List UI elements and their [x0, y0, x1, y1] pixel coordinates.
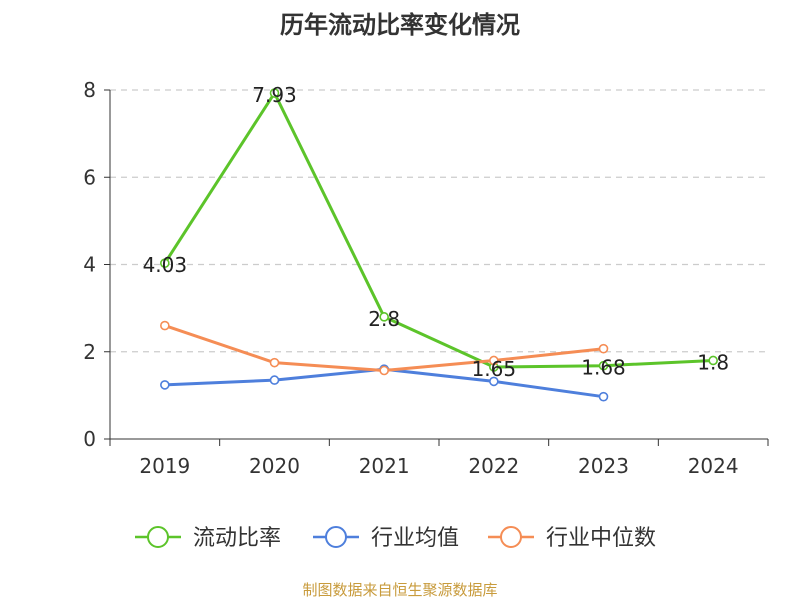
data-point[interactable] — [489, 376, 499, 387]
data-point[interactable] — [160, 320, 170, 331]
grid-lines — [110, 89, 768, 353]
data-label: 1.8 — [697, 350, 729, 374]
y-tick-label: 8 — [83, 78, 96, 102]
data-point[interactable] — [160, 380, 170, 390]
data-point[interactable] — [269, 88, 280, 98]
data-point[interactable] — [379, 312, 389, 322]
x-tick-label: 2021 — [359, 454, 410, 478]
y-tick-label: 4 — [83, 253, 96, 277]
x-tick-label: 2019 — [139, 454, 190, 478]
data-point[interactable] — [489, 355, 499, 366]
x-tick-label: 2020 — [249, 454, 300, 478]
y-tick-label: 0 — [83, 427, 96, 451]
data-point[interactable] — [598, 391, 609, 402]
data-labels: 4.03 7.93 2.8 1.65 1.68 1.8 — [143, 83, 730, 381]
x-tick-label: 2023 — [578, 454, 629, 478]
x-tick-label: 2024 — [688, 454, 739, 478]
data-label: 1.68 — [581, 356, 626, 380]
data-label: 2.8 — [368, 307, 400, 331]
data-label: 7.93 — [252, 83, 297, 107]
series-lines — [160, 88, 718, 402]
data-point[interactable] — [598, 343, 609, 354]
legend-marker-icon — [325, 526, 347, 548]
source-note: 制图数据来自恒生聚源数据库 — [302, 581, 497, 599]
data-point[interactable] — [269, 357, 280, 368]
data-point[interactable] — [379, 365, 389, 376]
legend-label: 行业中位数 — [546, 526, 656, 551]
legend-marker-icon — [147, 526, 169, 548]
legend-item[interactable]: 流动比率 — [135, 526, 281, 551]
data-point[interactable] — [708, 355, 718, 366]
x-tick-label: 2022 — [468, 454, 519, 478]
y-tick-label: 6 — [83, 165, 96, 189]
legend-item[interactable]: 行业均值 — [313, 526, 459, 551]
data-point[interactable] — [598, 360, 609, 371]
data-label: 4.03 — [143, 253, 188, 277]
y-tick-label: 2 — [83, 340, 96, 364]
series-line — [164, 324, 604, 373]
legend-marker-icon — [500, 526, 522, 548]
legend-item[interactable]: 行业中位数 — [488, 526, 656, 551]
legend-label: 行业均值 — [371, 526, 459, 551]
chart-title: 历年流动比率变化情况 — [280, 11, 520, 39]
data-point[interactable] — [269, 375, 280, 385]
data-point[interactable] — [160, 258, 170, 268]
legend[interactable]: 流动比率 行业均值 行业中位数 — [135, 526, 656, 551]
axes: 0 2 4 6 8 2019 2020 2021 2022 2023 2024 — [83, 78, 769, 478]
data-label: 1.65 — [472, 357, 517, 381]
series-line — [163, 91, 714, 369]
legend-label: 流动比率 — [193, 526, 281, 551]
